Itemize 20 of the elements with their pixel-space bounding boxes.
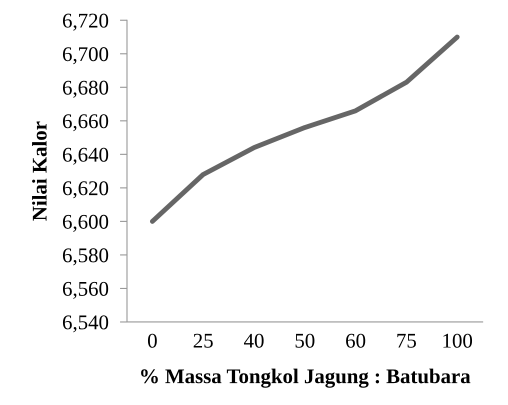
x-tick-label: 25 [194, 334, 213, 348]
y-tick-label: 6,720 [62, 14, 108, 31]
y-tick-label: 6,540 [62, 315, 108, 332]
y-tick-label: 6,620 [62, 181, 108, 198]
x-tick-label: 40 [244, 334, 264, 348]
y-tick-label: 6,640 [62, 148, 108, 165]
y-tick-label: 6,560 [62, 282, 108, 299]
x-tick-label: 50 [296, 334, 314, 348]
y-axis-title: Nilai Kalor [32, 122, 47, 221]
x-tick-label: 100 [443, 334, 472, 348]
x-tick-label: 0 [148, 334, 157, 348]
y-tick-label: 6,580 [62, 248, 108, 266]
y-tick-label: 6,660 [62, 114, 108, 132]
y-tick-label: 6,700 [62, 47, 108, 64]
x-tick-label: 60 [346, 334, 366, 348]
line-series [150, 34, 460, 224]
y-tick-label: 6,600 [62, 214, 108, 232]
x-tick-label: 75 [397, 334, 416, 348]
y-tick-label: 6,680 [62, 80, 108, 98]
x-axis-title: % Massa Tongkol Jagung : Batubara [141, 368, 470, 388]
